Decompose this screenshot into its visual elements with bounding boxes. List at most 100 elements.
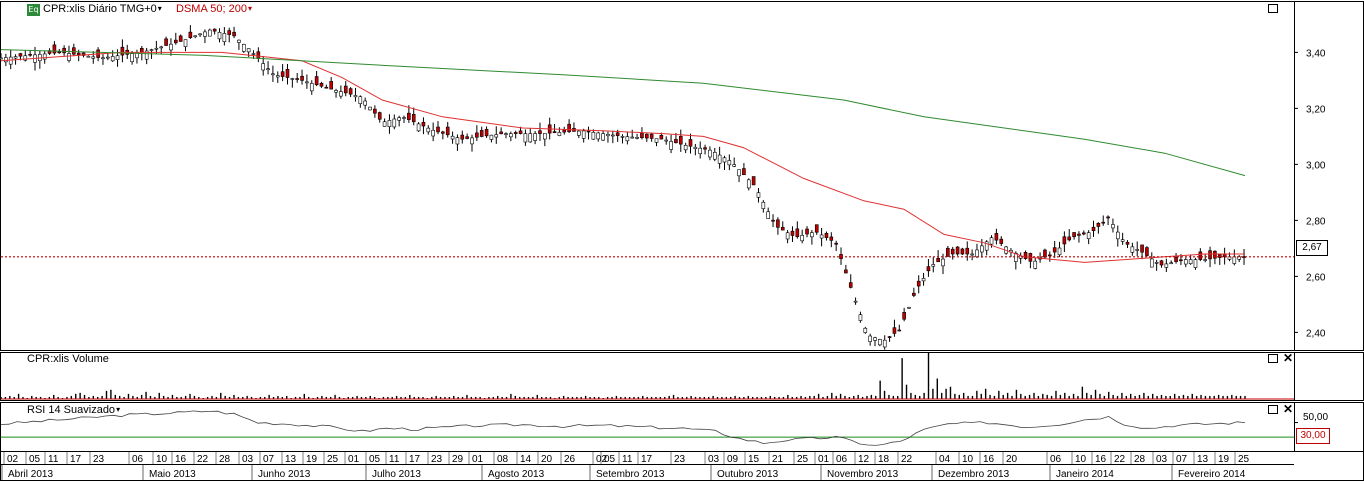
candle-body (484, 129, 489, 137)
candle-body (18, 53, 23, 57)
volume-bars (0, 353, 1246, 399)
price-tick-label: 2,40 (1306, 328, 1326, 339)
day-label: 22 (901, 454, 913, 465)
candle-body (1057, 247, 1062, 256)
candle-body (1140, 244, 1144, 253)
price-tick-label: 3,40 (1306, 48, 1326, 59)
candle-body (1203, 259, 1207, 261)
candle-body (324, 86, 329, 89)
candle-body (732, 164, 736, 167)
candle-body (290, 78, 295, 80)
day-label: 10 (1075, 454, 1087, 465)
candle-body (756, 192, 761, 198)
rsi-close-icon[interactable]: ✕ (1283, 402, 1294, 416)
candle-body (1062, 236, 1067, 245)
candle-body (810, 232, 814, 238)
day-label: 05 (29, 454, 41, 465)
candle-body (57, 51, 62, 54)
candle-body (504, 133, 508, 135)
candle-body (382, 121, 387, 127)
candle-body (28, 53, 32, 56)
day-label: 10 (156, 454, 168, 465)
candle-body (654, 138, 659, 143)
day-label: 13 (285, 454, 297, 465)
candle-body (314, 76, 319, 86)
candle-body (722, 157, 727, 163)
candlesticks (0, 25, 1246, 350)
day-label: 03 (242, 454, 254, 465)
day-label: 16 (983, 454, 995, 465)
indicator-dropdown-icon[interactable]: ▾ (247, 4, 252, 13)
rsi-panel-title[interactable]: RSI 14 Suavizado▾ (27, 404, 120, 416)
candle-body (397, 117, 401, 121)
candle-body (683, 144, 688, 151)
symbol-title-text: CPR:xlis Diário TMG+0 (43, 3, 157, 15)
volume-close-icon[interactable]: ✕ (1283, 351, 1294, 365)
day-label: 14 (520, 454, 532, 465)
candle-body (1208, 250, 1212, 260)
candle-body (246, 48, 251, 53)
candle-body (950, 248, 955, 255)
candle-body (688, 139, 693, 147)
rsi-maximize-icon[interactable] (1268, 405, 1278, 414)
candle-body (581, 130, 586, 139)
day-label: 16 (175, 454, 187, 465)
candle-body (844, 269, 848, 274)
candle-body (115, 55, 120, 60)
candle-body (348, 88, 353, 95)
candle-body (989, 237, 994, 245)
candle-body (271, 73, 275, 76)
candle-body (1101, 221, 1106, 224)
volume-maximize-icon[interactable] (1268, 354, 1278, 363)
day-label: 05 (369, 454, 381, 465)
candle-body (999, 238, 1004, 244)
candle-body (669, 141, 673, 150)
candle-body (1217, 254, 1222, 258)
day-label: 17 (641, 454, 653, 465)
month-label: Janeiro 2014 (1056, 469, 1114, 480)
main-panel-maximize-icon[interactable] (1268, 4, 1278, 13)
symbol-dropdown-icon[interactable]: ▾ (157, 4, 162, 13)
day-label: 11 (622, 454, 633, 465)
indicator-label[interactable]: DSMA 50; 200▾ (176, 3, 252, 15)
symbol-title[interactable]: CPR:xlis Diário TMG+0▾ (43, 3, 162, 15)
symbol-badge[interactable]: Eq (27, 4, 40, 16)
candle-body (829, 236, 834, 241)
candle-body (154, 47, 159, 50)
candle-body (630, 136, 635, 139)
candle-body (746, 179, 751, 189)
rsi-value-label: 50,00 (1303, 412, 1329, 423)
candle-body (912, 292, 916, 296)
candle-body (402, 117, 406, 119)
day-label: 20 (541, 454, 553, 465)
candle-body (280, 71, 285, 77)
candle-body (538, 130, 542, 134)
candle-body (1213, 250, 1217, 259)
candle-body (853, 300, 858, 303)
candle-body (436, 126, 440, 133)
candle-body (703, 147, 707, 150)
candle-body (72, 47, 76, 55)
candle-body (586, 130, 591, 133)
candle-body (980, 245, 984, 253)
candle-body (1193, 259, 1198, 268)
candle-body (387, 120, 392, 127)
candle-body (334, 90, 338, 93)
candle-body (1179, 259, 1183, 262)
day-label: 22 (197, 454, 209, 465)
candle-body (373, 108, 377, 114)
rsi-line (0, 410, 1246, 446)
rsi-dropdown-icon[interactable]: ▾ (116, 405, 121, 414)
candle-body (931, 264, 936, 267)
candle-body (343, 85, 348, 94)
month-label: Abril 2013 (8, 469, 53, 480)
day-label: 03 (708, 454, 720, 465)
candle-body (377, 112, 382, 120)
candle-body (1135, 249, 1140, 251)
candle-body (1106, 216, 1110, 219)
candle-body (970, 253, 974, 256)
price-tick-label: 3,20 (1306, 104, 1326, 115)
month-label: Junho 2013 (258, 469, 311, 480)
candle-body (1130, 246, 1135, 253)
candle-body (834, 242, 838, 245)
